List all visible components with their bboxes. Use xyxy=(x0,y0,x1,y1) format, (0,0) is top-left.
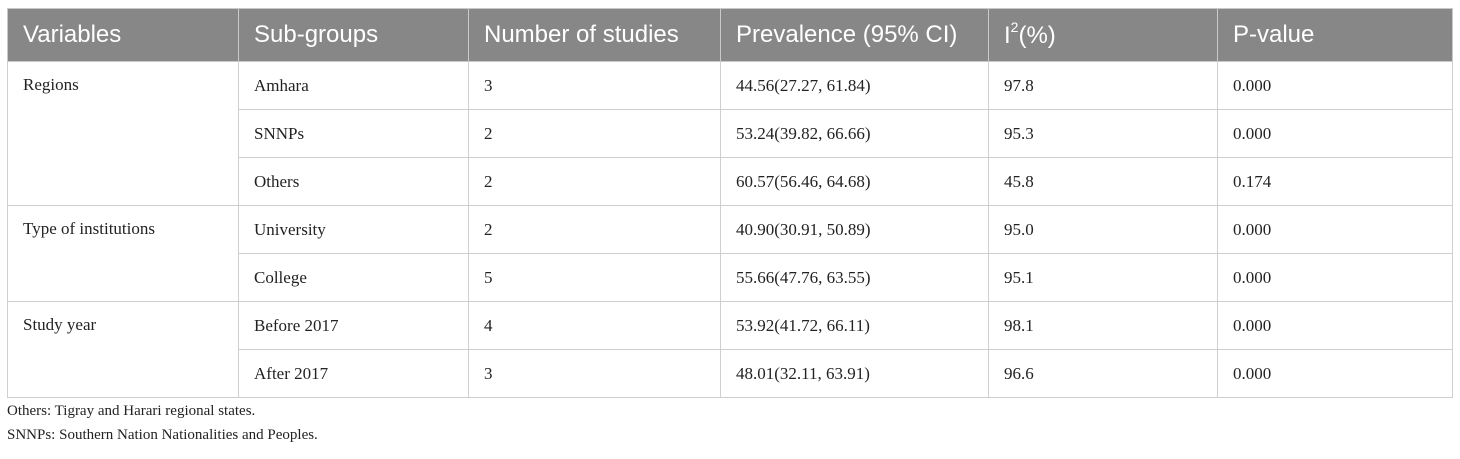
table-row: After 2017 3 48.01(32.11, 63.91) 96.6 0.… xyxy=(8,349,1453,398)
table-row: Regions Amhara 3 44.56(27.27, 61.84) 97.… xyxy=(7,61,1453,206)
header-i2-base: I xyxy=(1004,21,1011,49)
subgroup-cell: Before 2017 xyxy=(238,301,469,350)
p-value-cell: 0.000 xyxy=(1217,61,1453,110)
studies-cell: 5 xyxy=(468,253,721,302)
variable-cell-regions: Regions xyxy=(7,61,239,206)
studies-cell: 3 xyxy=(468,61,721,110)
subgroup-cell: University xyxy=(238,205,469,254)
p-value-cell: 0.000 xyxy=(1217,253,1453,302)
header-subgroups: Sub-groups xyxy=(238,8,469,62)
table-row: Type of institutions University 2 40.90(… xyxy=(7,205,1453,302)
prevalence-cell: 53.92(41.72, 66.11) xyxy=(720,301,989,350)
i2-cell: 96.6 xyxy=(988,349,1218,398)
footnote-snnps: SNNPs: Southern Nation Nationalities and… xyxy=(7,427,318,443)
header-i2-superscript: 2 xyxy=(1010,18,1019,35)
header-number-of-studies: Number of studies xyxy=(468,8,721,62)
subgroup-cell: SNNPs xyxy=(238,109,469,158)
p-value-cell: 0.000 xyxy=(1217,205,1453,254)
i2-cell: 95.0 xyxy=(988,205,1218,254)
prevalence-cell: 60.57(56.46, 64.68) xyxy=(720,157,989,206)
header-p-value: P-value xyxy=(1217,8,1453,62)
subgroup-cell: Others xyxy=(238,157,469,206)
header-prevalence: Prevalence (95% CI) xyxy=(720,8,989,62)
subgroup-cell: Amhara xyxy=(238,61,469,110)
subgroup-analysis-table: Variables Sub-groups Number of studies P… xyxy=(7,8,1453,398)
studies-cell: 2 xyxy=(468,109,721,158)
p-value-cell: 0.174 xyxy=(1217,157,1453,206)
p-value-cell: 0.000 xyxy=(1217,301,1453,350)
table-row: College 5 55.66(47.76, 63.55) 95.1 0.000 xyxy=(8,253,1453,302)
header-variables: Variables xyxy=(7,8,239,62)
prevalence-cell: 53.24(39.82, 66.66) xyxy=(720,109,989,158)
prevalence-cell: 55.66(47.76, 63.55) xyxy=(720,253,989,302)
table-row: SNNPs 2 53.24(39.82, 66.66) 95.3 0.000 xyxy=(8,109,1453,158)
table-row: Study year Before 2017 4 53.92(41.72, 66… xyxy=(7,301,1453,398)
footnote-others: Others: Tigray and Harari regional state… xyxy=(7,403,256,419)
prevalence-cell: 40.90(30.91, 50.89) xyxy=(720,205,989,254)
i2-cell: 97.8 xyxy=(988,61,1218,110)
i2-cell: 45.8 xyxy=(988,157,1218,206)
p-value-cell: 0.000 xyxy=(1217,349,1453,398)
p-value-cell: 0.000 xyxy=(1217,109,1453,158)
studies-cell: 2 xyxy=(468,205,721,254)
i2-cell: 95.3 xyxy=(988,109,1218,158)
header-row: Variables Sub-groups Number of studies P… xyxy=(7,8,1453,62)
i2-cell: 98.1 xyxy=(988,301,1218,350)
i2-cell: 95.1 xyxy=(988,253,1218,302)
prevalence-cell: 44.56(27.27, 61.84) xyxy=(720,61,989,110)
variable-cell-institutions: Type of institutions xyxy=(7,205,239,302)
header-i2-unit: (%) xyxy=(1018,21,1056,49)
table-row: Others 2 60.57(56.46, 64.68) 45.8 0.174 xyxy=(8,157,1453,206)
subgroup-cell: After 2017 xyxy=(238,349,469,398)
studies-cell: 2 xyxy=(468,157,721,206)
studies-cell: 4 xyxy=(468,301,721,350)
studies-cell: 3 xyxy=(468,349,721,398)
prevalence-cell: 48.01(32.11, 63.91) xyxy=(720,349,989,398)
header-i2: I2(%) xyxy=(988,8,1218,62)
subgroup-cell: College xyxy=(238,253,469,302)
variable-cell-study-year: Study year xyxy=(7,301,239,398)
